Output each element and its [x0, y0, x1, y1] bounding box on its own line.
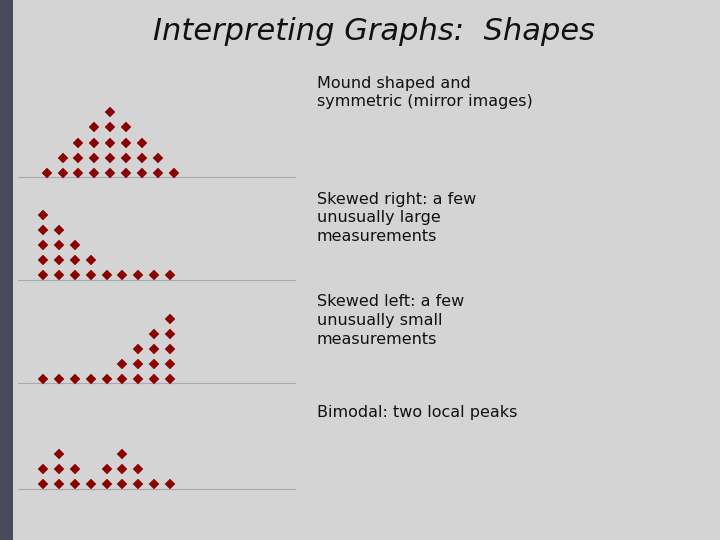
Text: Bimodal: two local peaks: Bimodal: two local peaks [317, 405, 517, 420]
Text: Interpreting Graphs:  Shapes: Interpreting Graphs: Shapes [153, 17, 595, 46]
Text: Skewed right: a few
unusually large
measurements: Skewed right: a few unusually large meas… [317, 192, 476, 244]
Bar [0, 0, 13, 540]
Text: Skewed left: a few
unusually small
measurements: Skewed left: a few unusually small measu… [317, 294, 464, 347]
Text: Mound shaped and
symmetric (mirror images): Mound shaped and symmetric (mirror image… [317, 76, 533, 109]
